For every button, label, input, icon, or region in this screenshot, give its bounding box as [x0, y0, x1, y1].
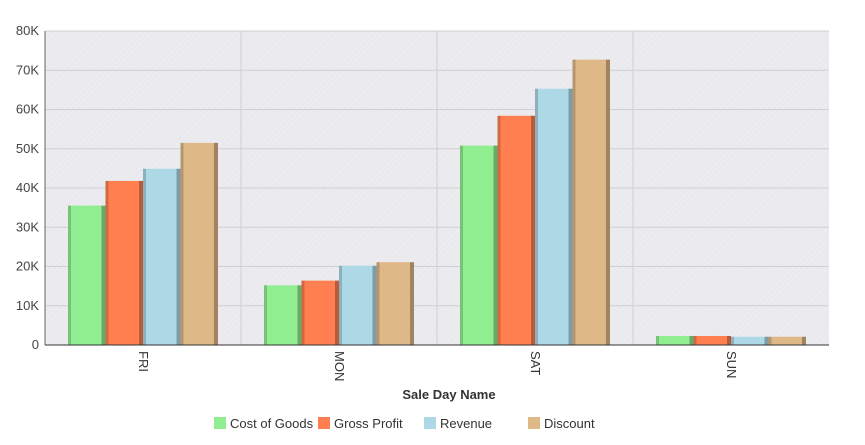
bar-discount-mon [376, 262, 414, 345]
bar-shade-right [176, 168, 181, 345]
bar-shade-right [568, 88, 573, 345]
bar-shade-left [731, 336, 734, 345]
bar-gross-profit-mon [301, 280, 339, 345]
bar-shade-right [727, 335, 731, 345]
y-tick-label: 50K [16, 141, 39, 156]
bar-discount-sun [768, 336, 806, 345]
bar-discount-sat [572, 59, 610, 346]
legend-label: Discount [544, 416, 595, 431]
legend-swatch-discount [528, 417, 540, 429]
bar-cost-of-goods-mon [264, 285, 302, 345]
bar-shade-right [410, 262, 414, 345]
bar-revenue-sun [731, 336, 769, 345]
bar-shade-left [693, 335, 697, 345]
axes [44, 31, 829, 346]
bar-shade-right [214, 142, 218, 345]
y-axis-ticks: 0 10K 20K 30K 40K 50K 60K 70K 80K [16, 23, 39, 352]
bar-discount-fri [180, 142, 218, 345]
bar-shade-right [493, 145, 498, 345]
y-tick-label: 0 [32, 337, 39, 352]
bar-shade-left [264, 285, 267, 345]
y-tick-label: 40K [16, 180, 39, 195]
bar-shade-right [764, 336, 769, 345]
legend: Cost of Goods Gross Profit Revenue Discount [214, 416, 595, 431]
y-tick-label: 20K [16, 259, 39, 274]
y-tick-label: 10K [16, 298, 39, 313]
bar-shade-left [376, 262, 380, 345]
bar-shade-left [497, 115, 501, 345]
bar-revenue-fri [143, 168, 181, 345]
bar-gross-profit-sun [693, 335, 731, 345]
legend-swatch-revenue [424, 417, 436, 429]
y-tick-label: 60K [16, 102, 39, 117]
bar-cost-of-goods-sun [656, 335, 694, 345]
x-axis-label: Sale Day Name [402, 387, 495, 402]
bar-shade-left [180, 142, 184, 345]
bar-revenue-mon [339, 265, 377, 345]
bar-shade-right [139, 180, 143, 345]
bars [68, 59, 806, 346]
legend-label: Revenue [440, 416, 492, 431]
bar-shade-left [68, 205, 71, 345]
bar-gross-profit-fri [105, 180, 143, 345]
bar-shade-left [572, 59, 576, 346]
bar-shade-left [301, 280, 305, 345]
bar-shade-right [297, 285, 302, 345]
y-tick-label: 30K [16, 219, 39, 234]
bar-shade-left [460, 145, 463, 345]
bar-shade-right [802, 336, 806, 345]
bar-shade-right [531, 115, 535, 345]
bar-shade-right [372, 265, 377, 345]
bar-shade-left [339, 265, 342, 345]
legend-swatch-cost-of-goods [214, 417, 226, 429]
legend-label: Cost of Goods [230, 416, 314, 431]
x-axis-ticks: FRI MON SAT SUN [136, 351, 739, 381]
legend-label: Gross Profit [334, 416, 403, 431]
bar-shade-left [105, 180, 109, 345]
bar-shade-left [535, 88, 538, 345]
bar-shade-right [606, 59, 610, 346]
bar-shade-left [656, 335, 659, 345]
bar-cost-of-goods-sat [460, 145, 498, 345]
bar-shade-right [101, 205, 106, 345]
bar-shade-right [335, 280, 339, 345]
bar-shade-right [689, 335, 694, 345]
x-tick-label: SAT [528, 351, 543, 375]
y-tick-label: 80K [16, 23, 39, 38]
x-tick-label: FRI [136, 351, 151, 372]
bar-revenue-sat [535, 88, 573, 345]
bar-cost-of-goods-fri [68, 205, 106, 345]
bar-shade-left [143, 168, 146, 345]
y-tick-label: 70K [16, 62, 39, 77]
x-tick-label: SUN [724, 351, 739, 378]
bar-gross-profit-sat [497, 115, 535, 345]
legend-swatch-gross-profit [318, 417, 330, 429]
x-tick-label: MON [332, 351, 347, 381]
bar-shade-left [768, 336, 772, 345]
